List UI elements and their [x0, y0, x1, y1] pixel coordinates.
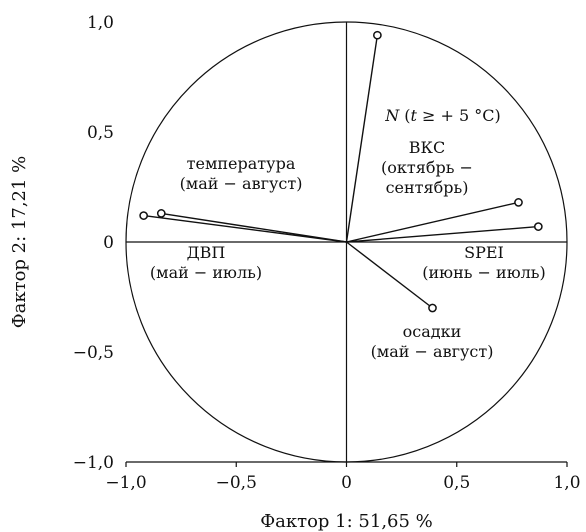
y-tick-label: 0	[103, 233, 114, 253]
variable-label: N (t ≥ + 5 °C)	[384, 106, 501, 125]
y-tick-label: −1,0	[73, 453, 114, 473]
loading-vector-line	[346, 225, 539, 243]
x-tick-label: 1,0	[553, 473, 580, 493]
loading-point	[533, 222, 543, 231]
x-axis-title: Фактор 1: 51,65 %	[260, 511, 433, 532]
variable-label: (май − август)	[371, 342, 494, 361]
loading-point	[156, 209, 166, 218]
loading-point	[428, 303, 437, 313]
variable-label: SPEI	[464, 243, 504, 262]
loading-point	[139, 211, 148, 220]
variable-label: сентябрь)	[386, 178, 469, 197]
variable-labels: N (t ≥ + 5 °C) ВКС(октябрь −сентябрь) темп…	[150, 106, 546, 361]
loading-vectors	[139, 30, 543, 313]
loading-point	[373, 30, 382, 40]
loading-vector-line	[346, 201, 519, 243]
x-tick-label: −1,0	[105, 473, 146, 493]
tick-labels: −1,0 −0,5 0 0,5 1,0 1,0 0,5 0 −0,5 −1,0	[73, 13, 581, 493]
variable-label: (октябрь −	[381, 158, 473, 177]
x-tick-label: 0,5	[443, 473, 470, 493]
variable-label: температура	[187, 154, 296, 173]
y-tick-label: −0,5	[73, 343, 114, 363]
loading-vector-line	[345, 35, 379, 243]
plot-frame	[125, 21, 568, 467]
loading-point	[514, 198, 523, 207]
y-tick-label: 1,0	[87, 13, 114, 33]
variable-label: (июнь − июль)	[422, 263, 546, 282]
variable-label: (май − август)	[180, 174, 303, 193]
y-axis-title: Фактор 2: 17,21 %	[9, 156, 30, 329]
variable-label: осадки	[403, 322, 462, 341]
loading-vector-line	[143, 214, 347, 243]
x-tick-label: −0,5	[216, 473, 257, 493]
variable-label: ДВП	[187, 243, 226, 262]
x-tick-label: 0	[341, 473, 352, 493]
loading-vector-line	[161, 212, 347, 243]
y-tick-label: 0,5	[87, 123, 114, 143]
variable-label: (май − июль)	[150, 263, 262, 282]
variable-label: ВКС	[409, 138, 445, 157]
loading-vector-line	[346, 241, 433, 309]
